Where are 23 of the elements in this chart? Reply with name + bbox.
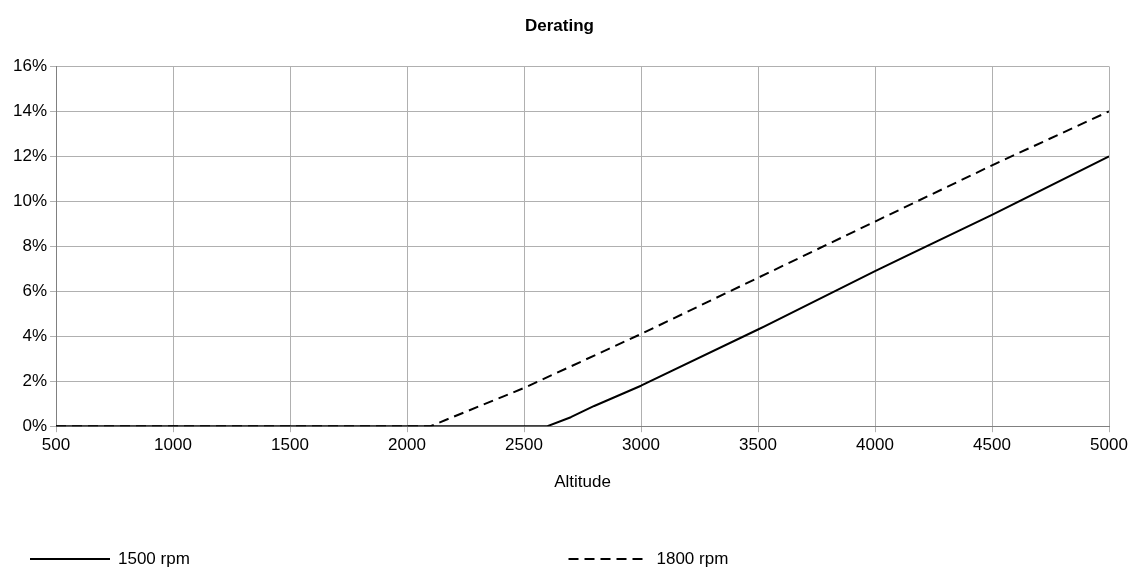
x-tick-label: 5000 (1090, 435, 1128, 455)
x-tick-label: 4500 (973, 435, 1011, 455)
chart-title: Derating (525, 15, 594, 35)
x-tick-label: 2500 (505, 435, 543, 455)
y-tick-label: 12% (12, 146, 48, 166)
y-tick-label: 2% (22, 370, 48, 390)
x-tick-label: 3000 (622, 435, 660, 455)
y-tick-label: 4% (22, 325, 48, 345)
x-tick-label: 1500 (271, 435, 309, 455)
x-tick-label: 4000 (856, 435, 894, 455)
legend-label: 1800 rpm (656, 548, 729, 568)
x-tick-label: 2000 (388, 435, 426, 455)
y-tick-label: 0% (22, 415, 48, 435)
y-tick-label: 8% (22, 235, 48, 255)
y-tick-label: 6% (22, 280, 48, 300)
x-tick-label: 500 (41, 435, 71, 455)
y-tick-label: 16% (12, 56, 48, 76)
y-tick-label: 14% (12, 101, 48, 121)
x-tick-label: 3500 (739, 435, 777, 455)
y-tick-label: 10% (12, 191, 48, 211)
x-axis-title: Altitude (554, 472, 611, 492)
x-tick-label: 1000 (154, 435, 192, 455)
legend-label: 1500 rpm (118, 548, 190, 568)
